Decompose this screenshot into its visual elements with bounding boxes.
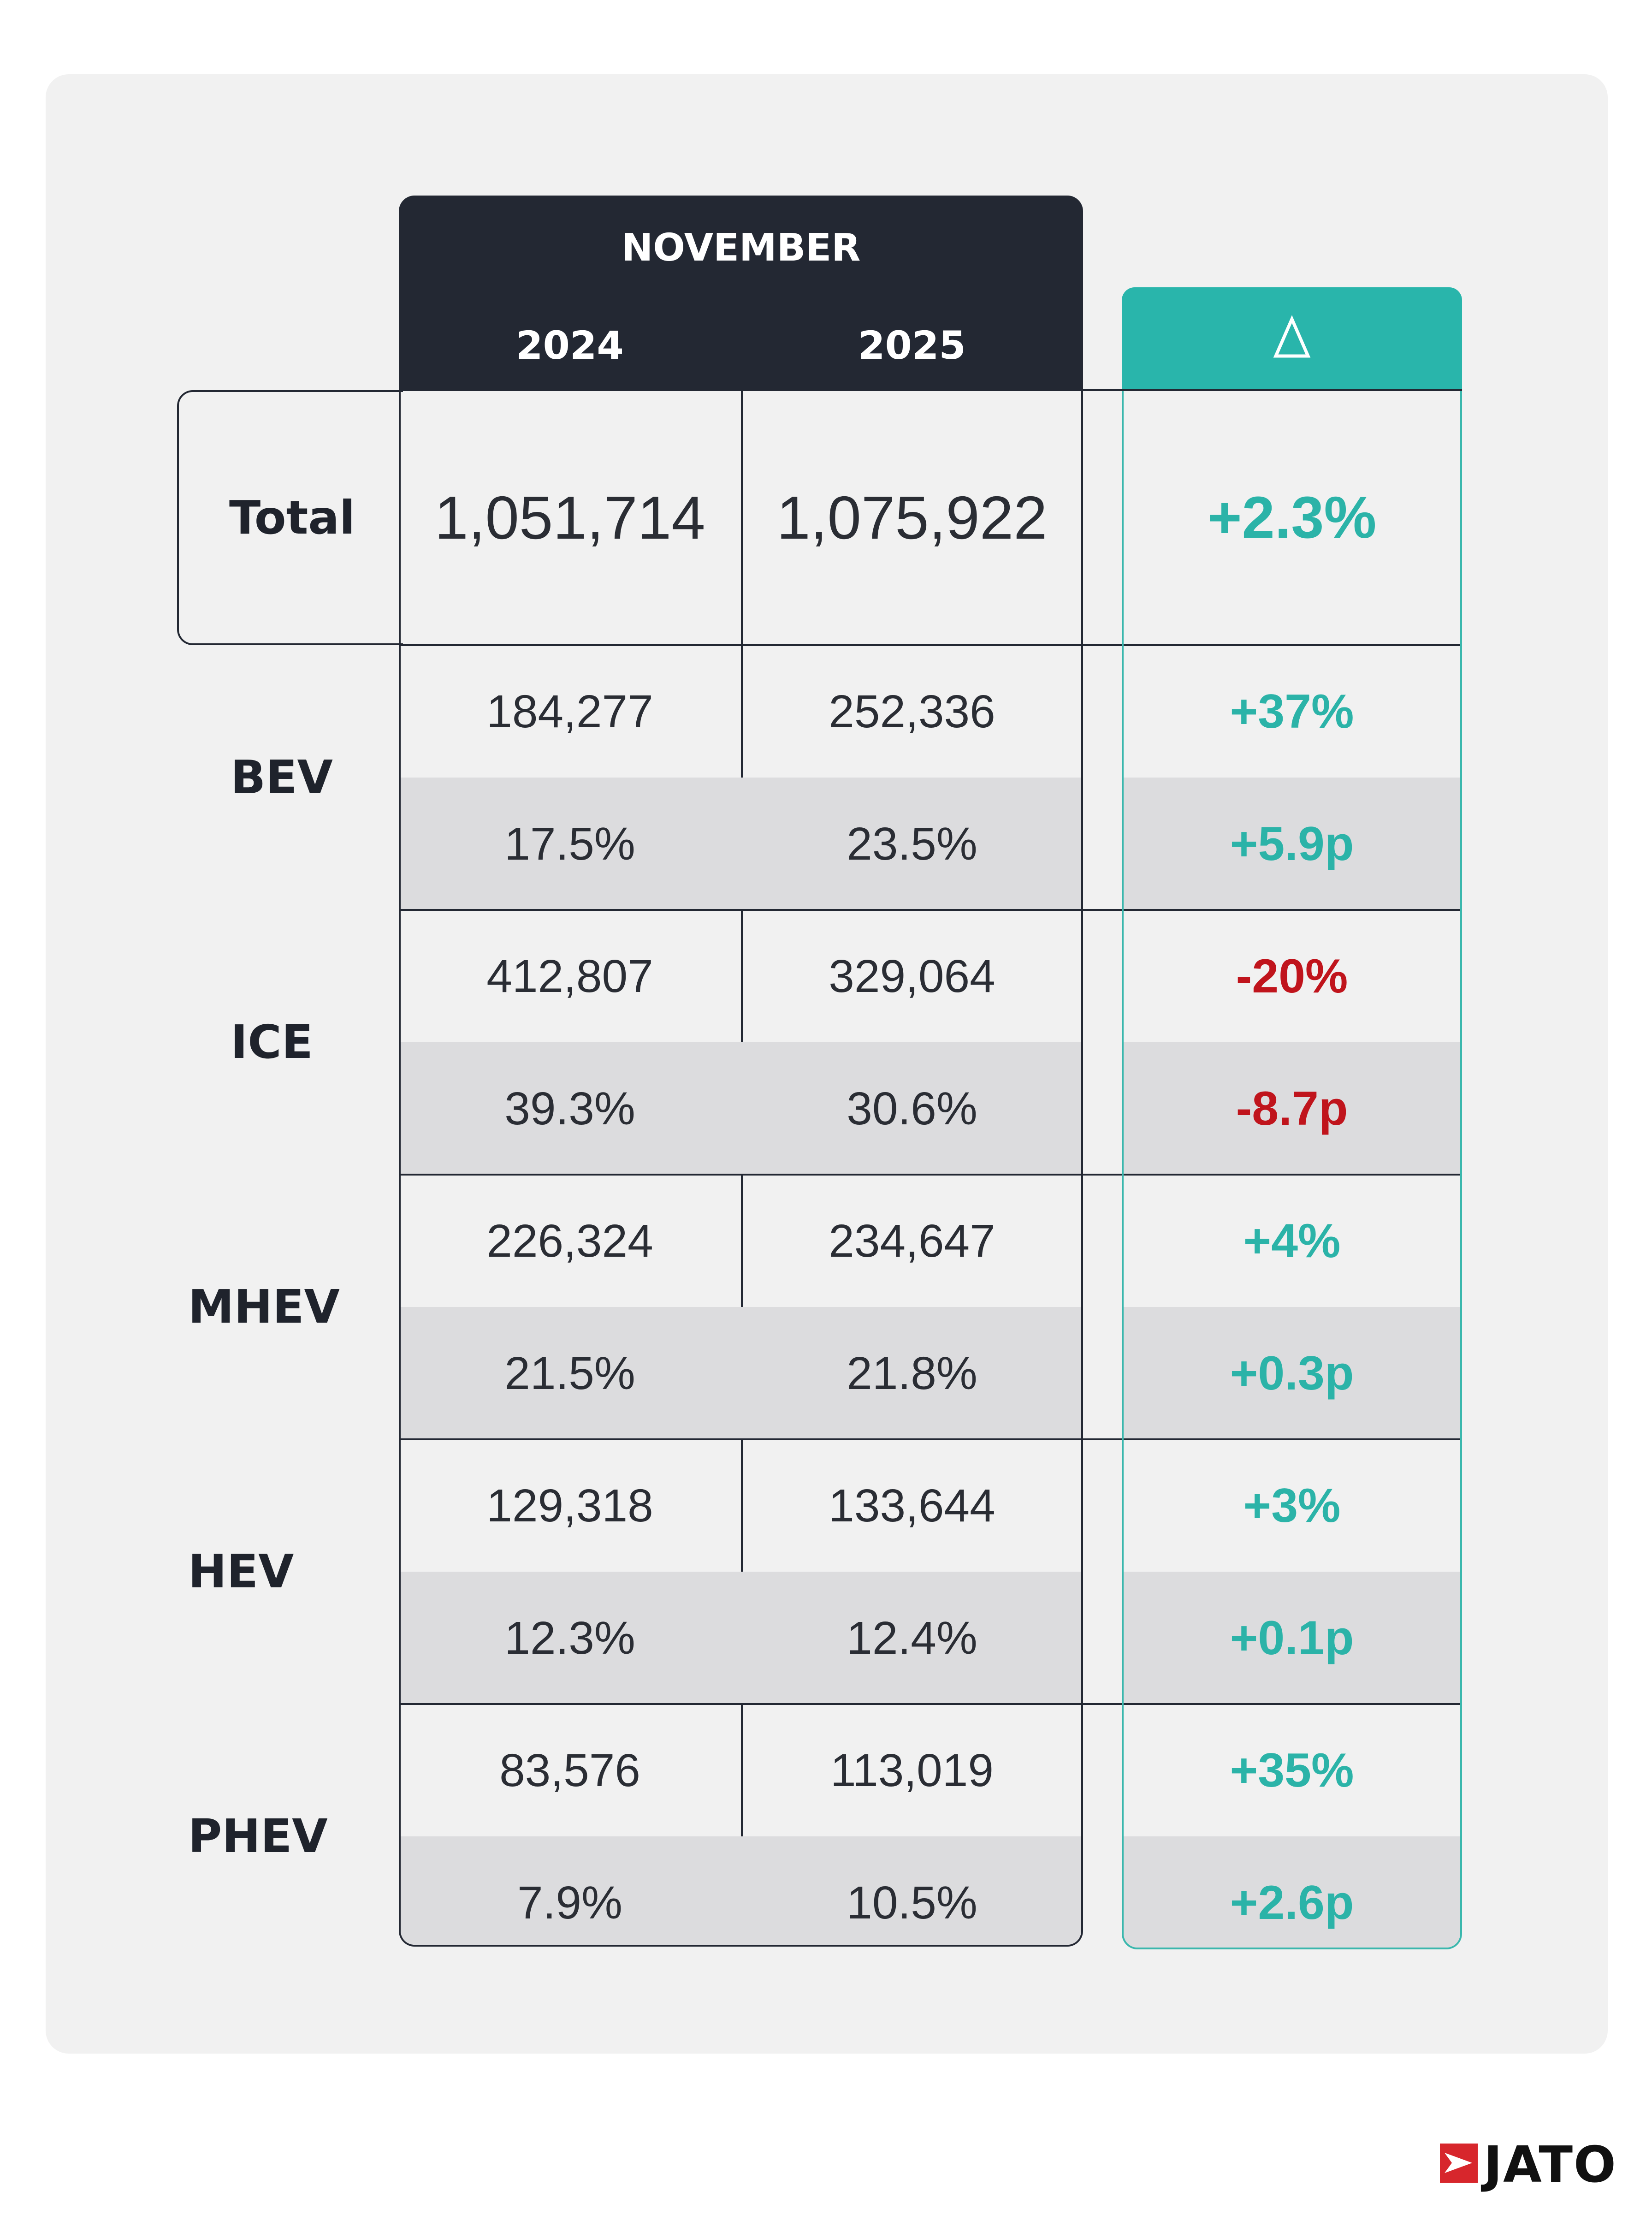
month-header [399,196,1083,390]
row-divider [1124,1703,1460,1705]
row-divider [1083,1438,1122,1440]
units-2025-value: 234,647 [829,1215,995,1267]
category-label-mhev: MHEV [188,1280,340,1334]
share-row-shade [1124,1836,1460,1948]
delta-icon [1273,315,1311,358]
total-2025-value: 1,075,922 [776,483,1048,552]
share-delta-value: +0.1p [1230,1611,1354,1665]
share-delta-value: +5.9p [1230,817,1354,871]
share-2025-value: 10.5% [847,1877,977,1929]
row-divider [1124,1438,1460,1440]
share-row-shade [1124,1042,1460,1175]
row-divider [1124,644,1460,646]
share-row-shade [401,1572,1081,1704]
units-delta-value: +4% [1243,1214,1341,1268]
units-delta-value: -20% [1236,949,1348,1003]
delta-table [1122,390,1462,1949]
row-divider [1083,1174,1122,1176]
row-divider [401,1438,1081,1440]
share-2025-value: 23.5% [847,818,977,870]
share-2025-value: 21.8% [847,1347,977,1399]
units-2024-value: 83,576 [499,1744,640,1796]
units-delta-value: +37% [1230,684,1354,738]
year-2025-label: 2025 [858,323,966,368]
share-delta-value: +0.3p [1230,1346,1354,1400]
share-delta-value: +2.6p [1230,1876,1354,1930]
share-2024-value: 7.9% [517,1877,622,1929]
year-2024-label: 2024 [516,323,624,368]
row-divider [1083,1703,1122,1705]
row-divider [401,644,1081,646]
share-2025-value: 12.4% [847,1612,977,1664]
row-divider [401,1174,1081,1176]
share-2024-value: 21.5% [504,1347,635,1399]
month-label: NOVEMBER [621,226,861,270]
row-divider [1083,909,1122,911]
category-label-bev: BEV [231,750,333,804]
units-2025-value: 329,064 [829,950,995,1002]
total-label-box [177,390,403,645]
share-2024-value: 39.3% [504,1082,635,1134]
units-2025-value: 133,644 [829,1479,995,1532]
units-2024-value: 412,807 [486,950,653,1002]
units-2024-value: 226,324 [486,1215,653,1267]
row-divider [1124,909,1460,911]
units-delta-value: +3% [1243,1479,1341,1532]
share-row-shade [401,1307,1081,1439]
share-row-shade [1124,1307,1460,1439]
category-label-phev: PHEV [188,1809,328,1863]
row-divider [1083,644,1122,646]
share-2024-value: 17.5% [504,818,635,870]
share-2025-value: 30.6% [847,1082,977,1134]
delta-header [1122,287,1462,390]
share-row-shade [401,1836,1081,1945]
units-2024-value: 129,318 [486,1479,653,1532]
category-label-hev: HEV [188,1544,294,1598]
share-2024-value: 12.3% [504,1612,635,1664]
row-divider [1124,1174,1460,1176]
category-label-ice: ICE [231,1015,313,1069]
share-row-shade [401,778,1081,910]
share-row-shade [401,1042,1081,1175]
share-row-shade [1124,1572,1460,1704]
table-top-rule [399,389,1462,391]
share-row-shade [1124,778,1460,910]
units-2025-value: 252,336 [829,685,995,737]
units-2024-value: 184,277 [486,685,653,737]
jato-flag-icon [1440,2144,1478,2183]
row-divider [401,1703,1081,1705]
brand-name: JATO [1484,2136,1617,2194]
units-delta-value: +35% [1230,1743,1354,1797]
total-2024-value: 1,051,714 [434,483,705,552]
share-delta-value: -8.7p [1236,1081,1348,1135]
values-table [399,390,1083,1947]
total-delta-value: +2.3% [1207,484,1377,551]
units-2025-value: 113,019 [830,1744,994,1796]
total-label: Total [229,490,355,545]
row-divider [401,909,1081,911]
